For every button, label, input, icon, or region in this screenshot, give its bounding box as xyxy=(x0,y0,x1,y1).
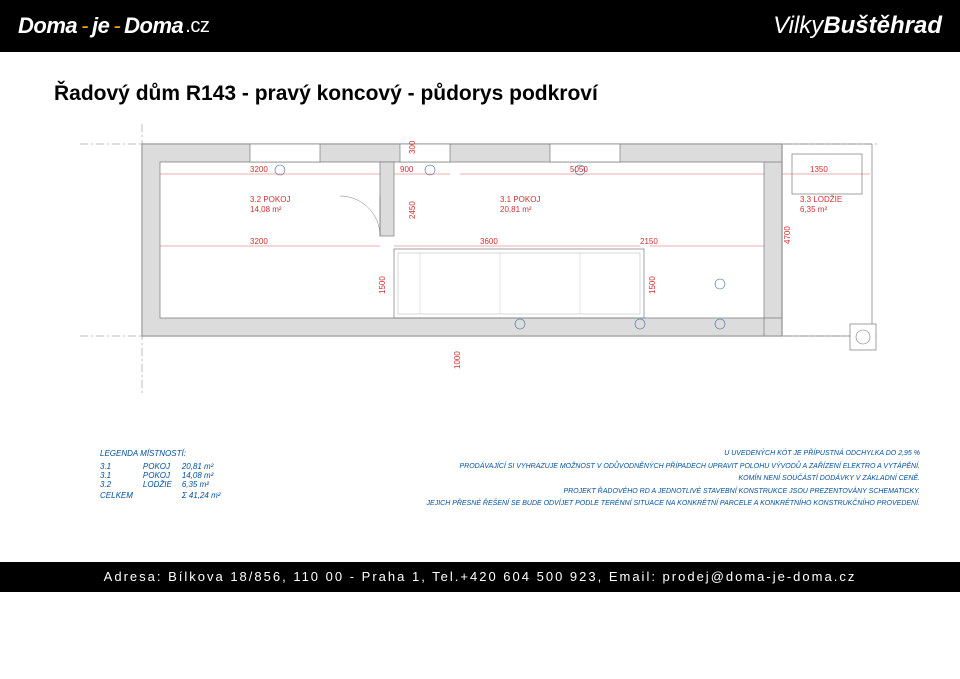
dim-mid-2: 3600 xyxy=(480,237,498,246)
legend-num: 3.1 xyxy=(100,471,143,480)
svg-text:6,35 m²: 6,35 m² xyxy=(800,205,827,214)
dim-v5: 4700 xyxy=(783,226,792,244)
legend-area: 14,08 m² xyxy=(182,471,231,480)
svg-text:3.1 POKOJ: 3.1 POKOJ xyxy=(500,195,540,204)
logo-left: Doma - je - Doma .cz xyxy=(18,13,209,39)
dim-v1: 300 xyxy=(408,140,417,154)
legend: LEGENDA MÍSTNOSTÍ: 3.1 POKOJ 20,81 m² 3.… xyxy=(100,449,230,512)
legend-area: 6,35 m² xyxy=(182,480,231,489)
legend-header: LEGENDA MÍSTNOSTÍ: xyxy=(100,449,230,458)
logo-right-b: Buštěhrad xyxy=(823,12,942,39)
logo-dash-2: - xyxy=(113,13,120,39)
legend-total-value: Σ 41,24 m² xyxy=(182,489,231,500)
legend-name: LODŽIE xyxy=(143,480,182,489)
dim-v3: 1500 xyxy=(378,276,387,294)
dim-top-4: 1350 xyxy=(810,165,828,174)
room-1-area: 14,08 m² xyxy=(250,205,282,214)
floorplan: 3.2 POKOJ 14,08 m² 3.1 POKOJ 20,81 m² 3.… xyxy=(80,124,880,394)
svg-text:3.2 POKOJ: 3.2 POKOJ xyxy=(250,195,290,204)
logo-right-a: Vilky xyxy=(773,12,823,39)
note-line: KOMÍN NENÍ SOUČÁSTÍ DODÁVKY V ZÁKLADNÍ C… xyxy=(427,474,920,485)
legend-total-row: CELKEM Σ 41,24 m² xyxy=(100,489,230,500)
logo-part-c: Doma xyxy=(124,13,183,39)
dim-top-2: 900 xyxy=(400,165,414,174)
dim-top-1: 3200 xyxy=(250,165,268,174)
svg-text:14,08 m²: 14,08 m² xyxy=(250,205,282,214)
room-3-area: 6,35 m² xyxy=(800,205,827,214)
dim-v6: 1000 xyxy=(453,351,462,369)
dims-mid: 3200 3600 2150 xyxy=(250,237,658,246)
logo-right: VilkyBuštěhrad xyxy=(773,12,942,40)
logo-part-d: .cz xyxy=(185,15,209,38)
dim-v2: 2450 xyxy=(408,201,417,219)
room-3-label: 3.3 LODŽIE xyxy=(800,195,842,204)
legend-num: 3.1 xyxy=(100,462,143,471)
header-bar: Doma - je - Doma .cz VilkyBuštěhrad xyxy=(0,0,960,52)
dim-top-3: 5050 xyxy=(570,165,588,174)
svg-text:3.3 LODŽIE: 3.3 LODŽIE xyxy=(800,195,842,204)
room-2-area: 20,81 m² xyxy=(500,205,532,214)
logo-part-a: Doma xyxy=(18,13,77,39)
logo-part-b: je xyxy=(92,13,109,39)
room-2-label: 3.1 POKOJ xyxy=(500,195,540,204)
below-plan: LEGENDA MÍSTNOSTÍ: 3.1 POKOJ 20,81 m² 3.… xyxy=(0,394,960,512)
footer-bar: Adresa: Bílkova 18/856, 110 00 - Praha 1… xyxy=(0,562,960,592)
note-line: U UVEDENÝCH KÓT JE PŘÍPUSTNÁ ODCHYLKA DO… xyxy=(427,449,920,460)
legend-total-label: CELKEM xyxy=(100,489,143,500)
note-line: PRODÁVAJÍCÍ SI VYHRAZUJE MOŽNOST V ODŮVO… xyxy=(427,462,920,473)
dim-v4: 1500 xyxy=(648,276,657,294)
page-title: Řadový dům R143 - pravý koncový - půdory… xyxy=(0,52,960,114)
legend-name: POKOJ xyxy=(143,471,182,480)
notes: U UVEDENÝCH KÓT JE PŘÍPUSTNÁ ODCHYLKA DO… xyxy=(427,449,920,512)
walls xyxy=(142,144,876,350)
logo-dash-1: - xyxy=(81,13,88,39)
svg-text:20,81 m²: 20,81 m² xyxy=(500,205,532,214)
footer-text: Adresa: Bílkova 18/856, 110 00 - Praha 1… xyxy=(104,569,857,584)
legend-row: 3.1 POKOJ 20,81 m² xyxy=(100,462,230,471)
legend-area: 20,81 m² xyxy=(182,462,231,471)
legend-row: 3.2 LODŽIE 6,35 m² xyxy=(100,480,230,489)
dims-top: 3200 900 5050 1350 xyxy=(250,165,828,174)
note-line: JEJICH PŘESNÉ ŘEŠENÍ SE BUDE ODVÍJET POD… xyxy=(427,499,920,510)
legend-name: POKOJ xyxy=(143,462,182,471)
dim-mid-3: 2150 xyxy=(640,237,658,246)
dim-mid-1: 3200 xyxy=(250,237,268,246)
note-line: PROJEKT ŘADOVÉHO RD A JEDNOTLIVÉ STAVEBN… xyxy=(427,487,920,498)
legend-num: 3.2 xyxy=(100,480,143,489)
legend-row: 3.1 POKOJ 14,08 m² xyxy=(100,471,230,480)
legend-table: 3.1 POKOJ 20,81 m² 3.1 POKOJ 14,08 m² 3.… xyxy=(100,462,230,500)
room-1-label: 3.2 POKOJ xyxy=(250,195,290,204)
